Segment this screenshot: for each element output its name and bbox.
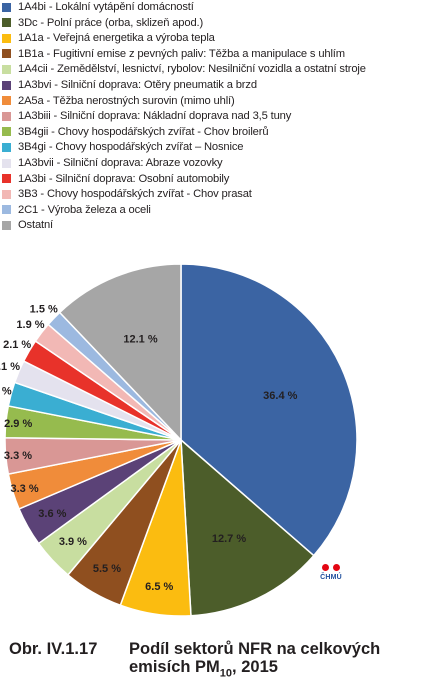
legend-item: 3B4gii - Chovy hospodářských zvířat - Ch… bbox=[2, 125, 269, 139]
legend-swatch bbox=[2, 64, 11, 74]
legend-label: 1A4cii - Zemědělství, lesnictví, rybolov… bbox=[18, 63, 366, 76]
legend-swatch bbox=[2, 2, 11, 12]
legend-label: 3Dc - Polní práce (orba, sklizeň apod.) bbox=[18, 16, 204, 29]
legend-label: 2A5a - Těžba nerostných surovin (mimo uh… bbox=[18, 94, 235, 107]
legend-swatch bbox=[2, 49, 11, 59]
pie-slice bbox=[180, 263, 358, 557]
legend-label: 1A3bvii - Silniční doprava: Abraze vozov… bbox=[18, 157, 223, 169]
legend-item: 2C1 - Výroba železa a oceli bbox=[2, 203, 151, 217]
logo-dot-left bbox=[322, 564, 329, 571]
legend-label: 3B4gi - Chovy hospodářských zvířat – Nos… bbox=[18, 141, 244, 154]
slice-value-label: 2.9 % bbox=[4, 418, 32, 430]
legend-item: 2A5a - Těžba nerostných surovin (mimo uh… bbox=[2, 94, 235, 108]
legend-swatch bbox=[2, 205, 11, 215]
legend-swatch bbox=[2, 142, 11, 152]
legend-item: 1B1a - Fugitivní emise z pevných paliv: … bbox=[2, 47, 345, 61]
slice-value-label: 1.5 % bbox=[30, 304, 58, 316]
slice-value-label: 5.5 % bbox=[93, 563, 121, 575]
legend-label: 1A1a - Veřejná energetika a výroba tepla bbox=[18, 32, 215, 45]
legend-swatch bbox=[2, 111, 11, 121]
legend-label: 2C1 - Výroba železa a oceli bbox=[18, 203, 151, 216]
caption-line2-suffix: , 2015 bbox=[232, 658, 278, 676]
caption-line2-sub: 10 bbox=[219, 667, 233, 680]
legend-item: 1A1a - Veřejná energetika a výroba tepla bbox=[2, 31, 215, 45]
legend-item: 1A3biii - Silniční doprava: Nákladní dop… bbox=[2, 109, 291, 123]
pie-slice bbox=[180, 438, 315, 617]
caption-number: Obr. IV.1.17 bbox=[9, 640, 98, 658]
pie-chart: 36.4 % 12.7 % 6.5 % 5.5 % 3.9 % 3.6 % 3.3 % 3.3… bbox=[0, 263, 358, 617]
slice-value-label: 3.6 % bbox=[38, 508, 66, 520]
legend-label: 1A3biii - Silniční doprava: Nákladní dop… bbox=[18, 110, 292, 123]
legend-item: 1A3bi - Silniční doprava: Osobní automob… bbox=[2, 172, 229, 186]
logo-text: ČHMÚ bbox=[320, 574, 342, 581]
slice-value-label: 12.7 % bbox=[212, 533, 246, 545]
legend-swatch bbox=[2, 220, 11, 230]
legend-swatch bbox=[2, 189, 11, 199]
legend-swatch bbox=[2, 18, 11, 28]
chmu-logo: ČHMÚ bbox=[313, 560, 349, 592]
logo-dot-right bbox=[333, 564, 340, 571]
legend-item: Ostatní bbox=[2, 218, 53, 232]
legend-label: 3B4gii - Chovy hospodářských zvířat - Ch… bbox=[18, 125, 269, 138]
legend-label: 3B3 - Chovy hospodářských zvířat - Chov … bbox=[18, 188, 252, 201]
legend-swatch bbox=[2, 127, 11, 137]
legend-item: 1A3bvi - Silniční doprava: Otěry pneumat… bbox=[2, 78, 257, 92]
legend-item: 3Dc - Polní práce (orba, sklizeň apod.) bbox=[2, 16, 203, 30]
legend-label: 1A3bi - Silniční doprava: Osobní automob… bbox=[18, 172, 230, 185]
caption-line2-prefix: emisích PM bbox=[129, 658, 220, 676]
slice-value-label: 6.5 % bbox=[145, 581, 173, 593]
legend-swatch bbox=[2, 80, 11, 90]
slice-value-label: 36.4 % bbox=[263, 390, 297, 402]
legend-swatch bbox=[2, 33, 11, 43]
slice-value-label: 2.1 % bbox=[3, 339, 31, 351]
figure-caption: Obr. IV.1.17 Podíl sektorů NFR na celkový… bbox=[9, 640, 439, 682]
legend-label: 1B1a - Fugitivní emise z pevných paliv: … bbox=[18, 47, 345, 60]
legend-label: 1A3bvi - Silniční doprava: Otěry pneumat… bbox=[18, 79, 257, 91]
legend-label: Ostatní bbox=[18, 219, 54, 232]
legend-item: 1A4bi - Lokální vytápění domácností bbox=[2, 0, 194, 14]
pie-slice bbox=[58, 263, 182, 442]
legend-label: 1A4bi - Lokální vytápění domácností bbox=[18, 1, 194, 13]
caption-line1: Podíl sektorů NFR na celkových bbox=[129, 640, 381, 658]
legend-swatch bbox=[2, 174, 11, 184]
slice-value-label: 3.9 % bbox=[59, 536, 87, 548]
legend-item: 3B3 - Chovy hospodářských zvířat - Chov … bbox=[2, 187, 252, 201]
legend-swatch bbox=[2, 158, 11, 168]
slice-value-label: 3.3 % bbox=[10, 483, 38, 495]
legend-item: 1A3bvii - Silniční doprava: Abraze vozov… bbox=[2, 156, 223, 170]
slice-value-label: 1.9 % bbox=[16, 319, 44, 331]
legend-item: 1A4cii - Zemědělství, lesnictví, rybolov… bbox=[2, 62, 366, 76]
legend-swatch bbox=[2, 96, 11, 106]
slice-value-label: 2.2 % bbox=[0, 385, 12, 397]
slice-value-label: 12.1 % bbox=[123, 334, 157, 346]
slice-value-label: 3.3 % bbox=[4, 450, 32, 462]
legend-item: 3B4gi - Chovy hospodářských zvířat – Nos… bbox=[2, 140, 243, 154]
slice-value-label: 2.1 % bbox=[0, 361, 20, 373]
